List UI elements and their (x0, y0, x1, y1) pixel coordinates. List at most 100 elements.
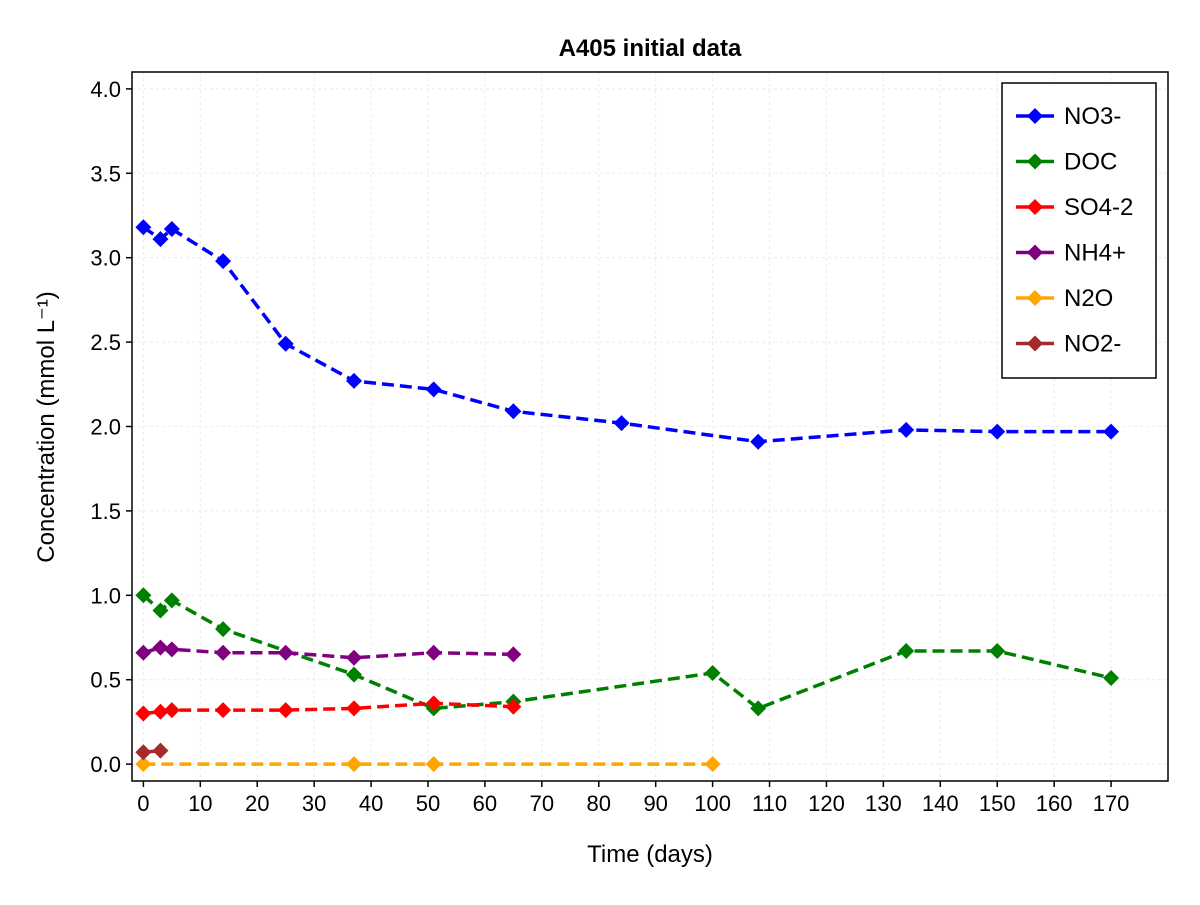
series-n2o (135, 756, 721, 773)
data-point (277, 702, 294, 719)
legend-item: SO4-2 (1016, 194, 1133, 221)
legend-marker (1027, 199, 1043, 215)
data-point (425, 644, 442, 661)
x-tick-label: 110 (752, 791, 787, 816)
data-point (135, 756, 152, 773)
series-no3- (135, 219, 1120, 450)
legend-box (1001, 82, 1157, 379)
x-tick-label: 10 (188, 791, 212, 816)
data-point (163, 220, 180, 237)
data-point (346, 666, 362, 683)
data-point (135, 587, 152, 604)
series-no2- (135, 742, 169, 761)
x-axis-label: Time (days) (587, 841, 713, 868)
data-point (704, 756, 721, 773)
data-point (898, 643, 915, 660)
data-point (135, 219, 152, 236)
y-tick-label: 0.0 (90, 752, 121, 777)
data-point (135, 744, 152, 761)
data-point (135, 705, 152, 722)
y-tick-label: 1.5 (90, 499, 121, 524)
x-tick-label: 60 (473, 791, 497, 816)
chart-title: A405 initial data (559, 35, 742, 62)
data-point (505, 403, 522, 420)
data-point (425, 695, 442, 712)
legend: NO3- DOC SO4-2 NH4+ N2O NO2- (1001, 82, 1157, 379)
data-point (989, 423, 1006, 440)
data-point (346, 700, 362, 717)
data-point (989, 643, 1006, 660)
data-point (277, 644, 294, 661)
y-axis-label: Concentration (mmol L⁻¹) (33, 291, 60, 562)
axis-ticks: 0 10 20 30 40 50 60 70 80 90 100 110 120 130 140 150 160… (90, 77, 1129, 816)
x-tick-label: 50 (416, 791, 440, 816)
legend-item: NO3- (1016, 103, 1121, 130)
legend-label: DOC (1064, 149, 1117, 176)
legend-label: NO3- (1064, 103, 1121, 130)
legend-label: SO4-2 (1064, 194, 1133, 221)
data-point (152, 602, 169, 619)
x-tick-label: 70 (530, 791, 554, 816)
data-point (215, 621, 232, 638)
data-point (425, 381, 442, 398)
data-point (215, 644, 232, 661)
x-tick-label: 100 (694, 791, 731, 816)
data-point (215, 702, 232, 719)
data-point (898, 421, 915, 438)
y-tick-label: 3.5 (90, 161, 121, 186)
data-point (163, 702, 180, 719)
x-tick-label: 150 (979, 791, 1016, 816)
legend-marker (1027, 335, 1043, 352)
y-tick-label: 4.0 (90, 77, 121, 102)
legend-marker (1027, 290, 1043, 306)
legend-label: N2O (1064, 285, 1113, 312)
data-point (163, 641, 180, 658)
data-point (346, 756, 362, 773)
data-point (704, 664, 721, 681)
data-point (1103, 423, 1120, 440)
x-tick-label: 160 (1036, 791, 1073, 816)
data-point (1103, 670, 1120, 687)
data-point (152, 639, 169, 656)
x-tick-label: 130 (865, 791, 902, 816)
legend-items: NO3- DOC SO4-2 NH4+ N2O NO2- (1016, 103, 1133, 358)
data-point (346, 372, 362, 389)
legend-item: NO2- (1016, 331, 1121, 358)
legend-label: NH4+ (1064, 240, 1126, 267)
legend-marker (1027, 108, 1043, 124)
y-tick-label: 0.5 (90, 668, 121, 693)
data-point (750, 700, 767, 717)
legend-item: DOC (1016, 149, 1117, 176)
series-nh4- (135, 639, 522, 666)
x-tick-label: 170 (1093, 791, 1130, 816)
data-point (277, 335, 294, 352)
x-tick-label: 90 (643, 791, 667, 816)
data-point (152, 231, 169, 248)
data-point (750, 433, 767, 450)
data-point (152, 742, 169, 759)
data-point (505, 646, 522, 663)
y-tick-label: 1.0 (90, 583, 121, 608)
data-point (346, 649, 362, 666)
x-tick-label: 120 (808, 791, 845, 816)
data-point (613, 415, 630, 432)
y-tick-label: 2.0 (90, 415, 121, 440)
series-so4-2 (135, 695, 522, 722)
legend-item: N2O (1016, 285, 1113, 312)
x-tick-label: 20 (245, 791, 269, 816)
x-tick-label: 30 (302, 791, 326, 816)
x-tick-label: 40 (359, 791, 383, 816)
legend-label: NO2- (1064, 331, 1121, 358)
legend-marker (1027, 244, 1043, 261)
data-point (135, 644, 152, 661)
legend-marker (1027, 153, 1043, 170)
y-tick-label: 2.5 (90, 330, 121, 355)
x-tick-label: 140 (922, 791, 959, 816)
data-point (425, 756, 442, 773)
x-tick-label: 0 (137, 791, 149, 816)
series-layer (135, 219, 1120, 773)
x-tick-label: 80 (587, 791, 611, 816)
y-tick-label: 3.0 (90, 246, 121, 271)
